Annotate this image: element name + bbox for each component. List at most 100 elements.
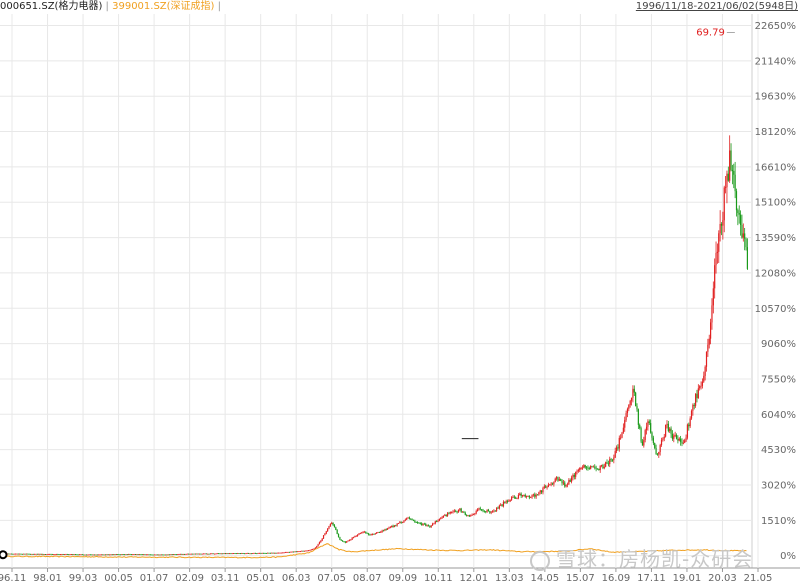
candle-body xyxy=(200,553,202,555)
candle-body xyxy=(290,551,292,553)
candle-body xyxy=(39,553,41,555)
x-tick-label: 05.01 xyxy=(246,573,275,584)
candle-body xyxy=(114,554,116,556)
candle-body xyxy=(422,523,424,526)
candle-body xyxy=(126,554,128,556)
candle-body xyxy=(579,468,581,471)
candle-body xyxy=(463,511,465,513)
candle-body xyxy=(188,553,190,555)
candle-body xyxy=(652,437,654,444)
candle-body xyxy=(746,247,748,269)
candle-body xyxy=(42,553,44,555)
candle-body xyxy=(442,515,445,518)
candle-body xyxy=(513,496,515,498)
candle-body xyxy=(78,554,81,556)
candle-body xyxy=(658,452,660,455)
candle-body xyxy=(401,522,404,523)
candle-body xyxy=(132,554,134,556)
x-tick-label: 08.07 xyxy=(353,573,382,584)
candle-body xyxy=(391,525,393,528)
candle-body xyxy=(408,517,411,519)
candle-body xyxy=(292,551,295,553)
candle-body xyxy=(724,187,727,189)
candle-body xyxy=(675,435,678,439)
candle-body xyxy=(273,552,276,554)
x-tick-label: 12.01 xyxy=(459,573,488,584)
candle-body xyxy=(429,526,431,528)
candle-body xyxy=(367,533,370,535)
candle-body xyxy=(460,508,462,512)
candle-body xyxy=(671,433,674,439)
candle-body xyxy=(666,423,668,425)
candle-body xyxy=(271,552,273,554)
candle-body xyxy=(705,351,708,367)
candle-body xyxy=(741,224,743,238)
chart-header: 000651.SZ(格力电器) | 399001.SZ(深证成指) | xyxy=(0,1,221,13)
x-tick-label: 06.03 xyxy=(282,573,311,584)
candle-body xyxy=(272,552,274,554)
candle-body xyxy=(374,533,376,535)
header-separator: | xyxy=(105,1,109,12)
candle-body xyxy=(74,554,77,556)
candle-body xyxy=(704,366,706,376)
main-symbol-label[interactable]: 000651.SZ(格力电器) xyxy=(0,1,103,12)
candle-body xyxy=(538,492,540,495)
candle-body xyxy=(276,552,278,554)
candle-body xyxy=(117,554,119,556)
candle-body xyxy=(133,554,135,556)
candle-body xyxy=(471,514,473,516)
candle-body xyxy=(231,553,233,555)
candle-body xyxy=(91,554,93,556)
candle-body xyxy=(50,554,52,555)
candle-body xyxy=(478,508,480,510)
candle-body xyxy=(151,554,153,556)
candle-body xyxy=(166,554,168,556)
candle-body xyxy=(235,553,237,555)
candle-body xyxy=(333,525,336,528)
candle-body xyxy=(531,494,533,498)
candle-body xyxy=(77,554,79,556)
candle-body xyxy=(350,539,352,541)
candle-body xyxy=(123,554,126,556)
candle-body xyxy=(699,386,701,389)
candle-body xyxy=(369,534,371,536)
candle-body xyxy=(265,553,267,554)
candle-body xyxy=(203,553,205,555)
candle-body xyxy=(385,529,387,531)
candle-body xyxy=(361,532,363,534)
candle-body xyxy=(28,553,30,555)
candle-body xyxy=(684,440,686,443)
candle-body xyxy=(515,497,517,499)
candle-body xyxy=(709,322,712,339)
candle-body xyxy=(216,553,218,555)
candle-body xyxy=(689,418,691,427)
candle-body xyxy=(387,528,389,530)
candle-body xyxy=(354,536,356,537)
candle-body xyxy=(218,553,220,555)
candle-body xyxy=(474,513,476,515)
candle-body xyxy=(485,511,487,513)
candle-body xyxy=(553,481,555,485)
candle-body xyxy=(550,483,552,485)
candle-body xyxy=(528,495,530,498)
candle-body xyxy=(261,552,263,554)
y-tick-label: 15100% xyxy=(755,198,796,209)
candle-body xyxy=(551,483,554,485)
candle-body xyxy=(143,554,145,556)
candle-body xyxy=(328,526,330,529)
candle-body xyxy=(312,549,314,550)
candle-body xyxy=(554,478,556,482)
date-range-label[interactable]: 1996/11/18-2021/06/02(5948日) xyxy=(635,1,798,12)
candle-body xyxy=(245,553,247,555)
candle-body xyxy=(65,554,67,555)
candle-body xyxy=(40,553,43,555)
compare-symbol-label[interactable]: 399001.SZ(深证成指) xyxy=(112,1,215,12)
candle-body xyxy=(708,338,710,345)
x-tick-label: 21.05 xyxy=(744,573,773,584)
candle-body xyxy=(490,511,492,513)
candle-body xyxy=(9,553,11,555)
candle-body xyxy=(49,554,51,555)
candle-body xyxy=(498,505,500,509)
candle-body xyxy=(392,525,394,527)
candle-body xyxy=(16,553,18,555)
